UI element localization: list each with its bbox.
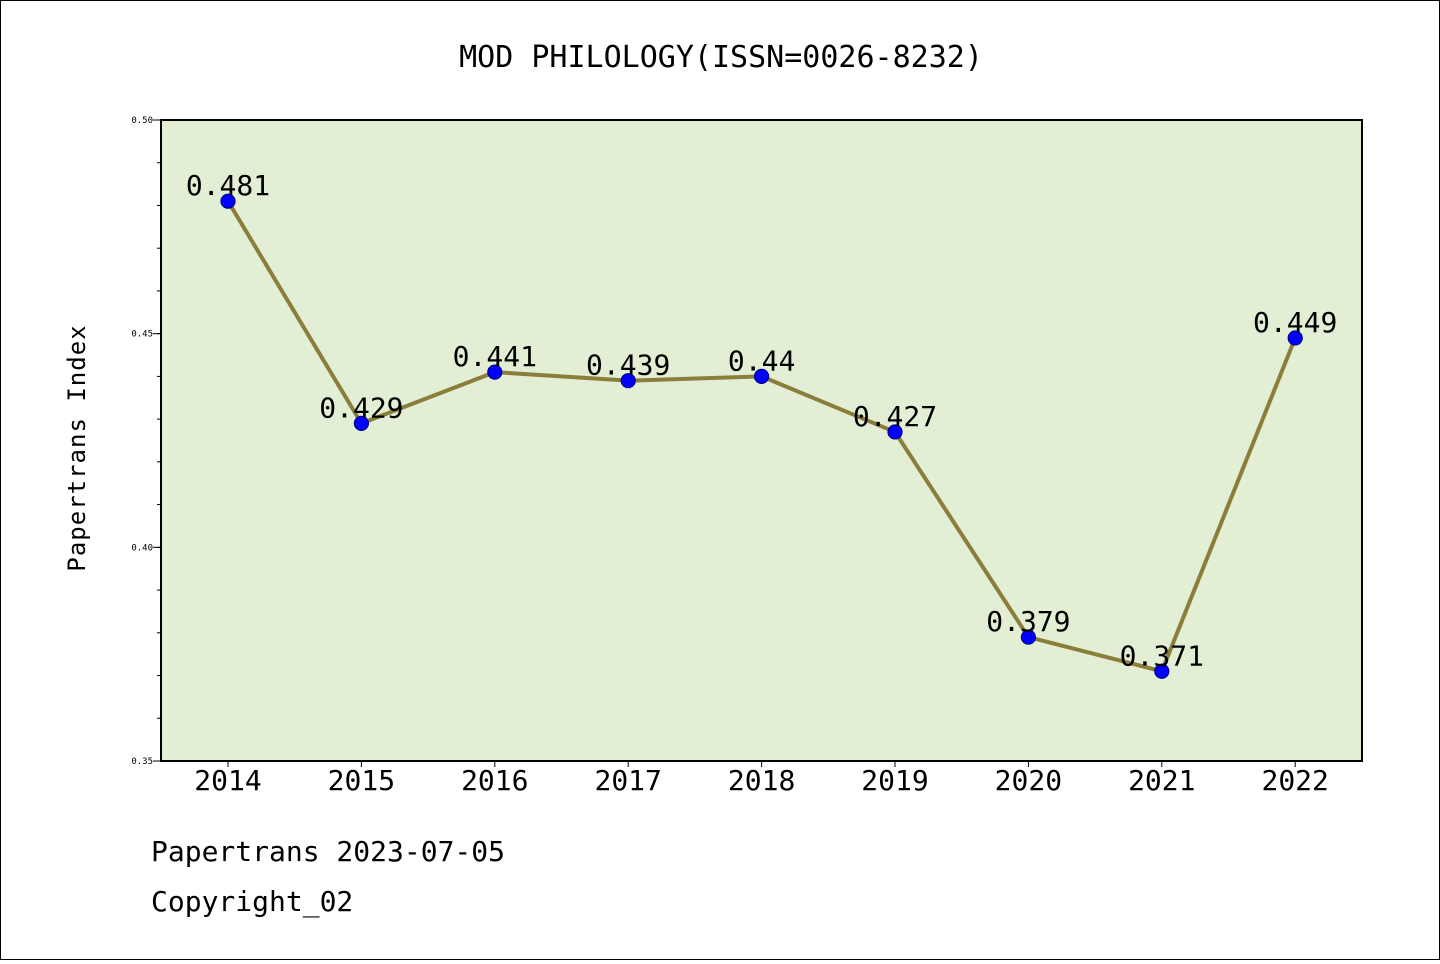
data-point <box>220 193 236 209</box>
chart-title: MOD PHILOLOGY(ISSN=0026-8232) <box>459 40 983 75</box>
x-tick-label: 2014 <box>194 764 261 797</box>
y-axis: 0.35 0.40 0.45 0.50 <box>131 116 161 767</box>
series-papertrans-index: 0.481 0.429 0.441 0.439 0.44 0.427 0.379 0.371 0… <box>186 169 1337 679</box>
data-label: 0.44 <box>728 344 795 377</box>
x-tick-label: 2017 <box>594 764 661 797</box>
x-tick-label: 2015 <box>328 764 395 797</box>
data-label: 0.449 <box>1253 306 1337 339</box>
data-point <box>887 424 903 440</box>
data-point <box>1020 629 1037 645</box>
data-label: 0.379 <box>986 605 1070 638</box>
x-tick-label: 2022 <box>1261 764 1328 797</box>
data-point <box>753 368 770 384</box>
data-label: 0.439 <box>586 349 670 382</box>
y-tick-label: 0.35 <box>131 757 153 767</box>
data-label: 0.481 <box>186 169 270 202</box>
y-tick-label: 0.40 <box>131 543 153 553</box>
y-axis-label: Papertrans Index <box>63 324 91 571</box>
x-tick-label: 2016 <box>461 764 528 797</box>
data-point <box>1154 663 1170 679</box>
footer-source: Papertrans 2023-07-05 <box>151 835 506 868</box>
data-point <box>620 373 636 389</box>
x-axis: 2014 2015 2016 2017 2018 2019 2020 2021 2022 <box>194 761 1329 797</box>
plot-area <box>160 119 1363 762</box>
data-point <box>487 364 503 380</box>
x-tick-label: 2020 <box>995 764 1062 797</box>
footer-copyright: Copyright_02 <box>151 885 354 918</box>
y-tick-label: 0.45 <box>131 330 153 340</box>
x-tick-label: 2018 <box>728 764 795 797</box>
x-tick-label: 2019 <box>861 764 928 797</box>
x-tick-label: 2021 <box>1128 764 1195 797</box>
data-label: 0.441 <box>453 340 537 373</box>
data-point <box>1287 330 1303 346</box>
data-label: 0.371 <box>1120 639 1204 672</box>
data-point <box>353 415 369 432</box>
data-label: 0.429 <box>319 391 403 424</box>
y-tick-label: 0.50 <box>131 116 153 126</box>
data-label: 0.427 <box>853 400 937 433</box>
